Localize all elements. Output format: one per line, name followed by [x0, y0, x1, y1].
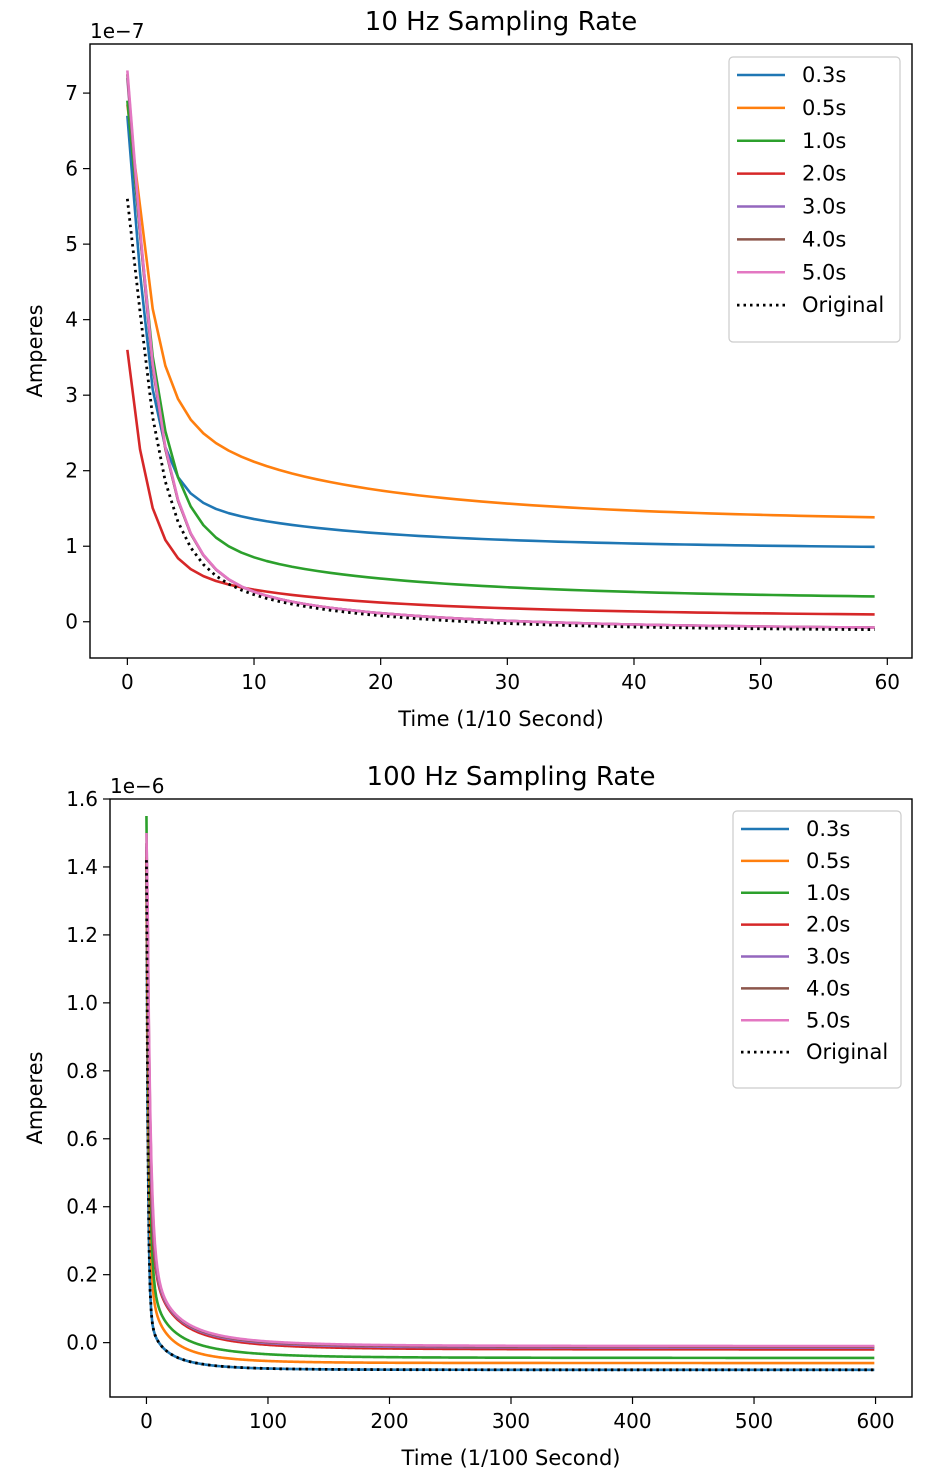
- x-tick-label: 60: [875, 670, 900, 694]
- y-tick-label: 0.0: [66, 1331, 98, 1355]
- legend-label-0-3s: 0.3s: [802, 63, 846, 87]
- x-tick-label: 10: [241, 670, 266, 694]
- x-tick-label: 600: [856, 1409, 894, 1433]
- series-line-2-0s: [145, 849, 875, 1351]
- y-tick-label: 1.4: [66, 855, 98, 879]
- legend-box: [728, 56, 901, 343]
- x-tick-label: 0: [121, 670, 134, 694]
- y-tick-label: 5: [65, 232, 78, 256]
- legend: 0.3s 0.5s 1.0s 2.0s 3.0s 4.0s 5.0s Original: [728, 56, 901, 343]
- legend-label-0-5s: 0.5s: [802, 96, 846, 120]
- y-axis-label: Amperes: [23, 1051, 47, 1144]
- y-tick-label: 0.8: [66, 1059, 98, 1083]
- legend-label-Original: Original: [802, 293, 884, 317]
- series-line-2-0s: [126, 349, 875, 616]
- y-offset-text: 1e−6: [110, 774, 165, 798]
- y-tick-label: 2: [65, 459, 78, 483]
- x-tick-label: 40: [621, 670, 646, 694]
- series-line-Original: [145, 860, 875, 1372]
- series-line-1-0s: [126, 100, 875, 598]
- y-tick-label: 7: [65, 81, 78, 105]
- y-tick-label: 4: [65, 308, 78, 332]
- legend-label-0-5s: 0.5s: [806, 849, 850, 873]
- legend: 0.3s 0.5s 1.0s 2.0s 3.0s 4.0s 5.0s Original: [732, 810, 902, 1089]
- x-tick-label: 400: [613, 1409, 651, 1433]
- legend-label-5-0s: 5.0s: [806, 1008, 850, 1032]
- y-tick-label: 0.6: [66, 1127, 98, 1151]
- x-tick-label: 20: [368, 670, 393, 694]
- y-tick-label: 1.0: [66, 991, 98, 1015]
- legend-label-5-0s: 5.0s: [802, 260, 846, 284]
- x-tick-label: 500: [735, 1409, 773, 1433]
- chart-title: 10 Hz Sampling Rate: [365, 7, 637, 37]
- x-tick-label: 0: [140, 1409, 153, 1433]
- y-axis-label: Amperes: [23, 304, 47, 397]
- x-tick-label: 30: [495, 670, 520, 694]
- x-tick-label: 300: [492, 1409, 530, 1433]
- y-tick-label: 1.2: [66, 923, 98, 947]
- y-tick-label: 3: [65, 383, 78, 407]
- legend-label-2-0s: 2.0s: [806, 913, 850, 937]
- x-tick-label: 200: [370, 1409, 408, 1433]
- legend-label-0-3s: 0.3s: [806, 817, 850, 841]
- series-line-0-5s: [126, 104, 875, 519]
- y-tick-label: 0: [65, 610, 78, 634]
- y-tick-label: 1.6: [66, 787, 98, 811]
- series-line-0-3s: [126, 115, 875, 549]
- chart-2: 100 Hz Sampling Rate 1e−6 0 100 200 300 400 500…: [23, 762, 913, 1470]
- legend-label-4-0s: 4.0s: [806, 976, 850, 1000]
- y-offset-text: 1e−7: [90, 19, 145, 43]
- legend-label-1-0s: 1.0s: [802, 129, 846, 153]
- legend-box: [732, 810, 902, 1089]
- chart-1: 10 Hz Sampling Rate 1e−7 0 10 20 30 40 50 60 0 1 2 3…: [23, 7, 913, 731]
- legend-label-3-0s: 3.0s: [802, 195, 846, 219]
- series-line-0-5s: [145, 856, 875, 1365]
- legend-label-2-0s: 2.0s: [802, 162, 846, 186]
- series-line-5-0s: [145, 832, 875, 1348]
- y-tick-label: 1: [65, 534, 78, 558]
- series-lines: [145, 815, 875, 1372]
- series-lines: [125, 70, 875, 632]
- legend-label-3-0s: 3.0s: [806, 945, 850, 969]
- x-axis-label: Time (1/100 Second): [401, 1446, 621, 1470]
- series-line-1-0s: [145, 815, 875, 1360]
- y-tick-label: 0.4: [66, 1195, 98, 1219]
- axes-frame: [89, 43, 913, 659]
- axes-frame: [109, 798, 913, 1398]
- legend-label-Original: Original: [806, 1040, 888, 1064]
- series-line-5-0s: [126, 70, 875, 629]
- legend-label-1-0s: 1.0s: [806, 881, 850, 905]
- y-tick-label: 0.2: [66, 1263, 98, 1287]
- x-tick-label: 50: [748, 670, 773, 694]
- x-axis-label: Time (1/10 Second): [397, 707, 604, 731]
- legend-label-4-0s: 4.0s: [802, 227, 846, 251]
- y-tick-label: 6: [65, 157, 78, 181]
- x-tick-label: 100: [249, 1409, 287, 1433]
- chart-title: 100 Hz Sampling Rate: [367, 762, 656, 792]
